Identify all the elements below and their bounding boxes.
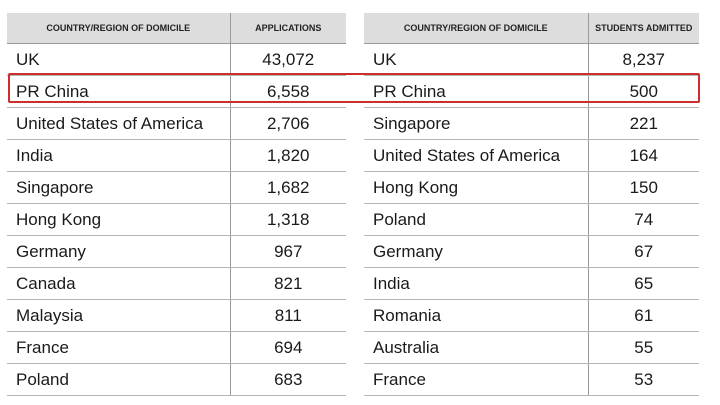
table-row: UK 43,072	[7, 43, 346, 76]
value-cell: 1,318	[230, 203, 346, 236]
value-cell: 150	[588, 171, 699, 204]
country-cell: Singapore	[364, 107, 589, 140]
header-country: COUNTRY/REGION OF DOMICILE	[364, 13, 589, 44]
country-cell: UK	[364, 43, 589, 76]
table-row: Germany 67	[364, 235, 699, 268]
value-cell: 55	[588, 331, 699, 364]
table-row: United States of America 164	[364, 139, 699, 172]
table-row: PR China 6,558	[7, 75, 346, 108]
value-cell: 1,820	[230, 139, 346, 172]
value-cell: 821	[230, 267, 346, 300]
table-row: Singapore 221	[364, 107, 699, 140]
country-cell: Hong Kong	[364, 171, 589, 204]
country-cell: Singapore	[7, 171, 231, 204]
table-row: Hong Kong 1,318	[7, 203, 346, 236]
value-cell: 500	[588, 75, 699, 108]
students-admitted-rows: UK 8,237 PR China 500 Singapore 221 United Sta…	[364, 43, 699, 396]
table-row: France 53	[364, 363, 699, 396]
table-row: Germany 967	[7, 235, 346, 268]
table-row: United States of America 2,706	[7, 107, 346, 140]
table-row: PR China 500	[364, 75, 699, 108]
value-cell: 61	[588, 299, 699, 332]
students-admitted-table: COUNTRY/REGION OF DOMICILE STUDENTS ADMI…	[364, 13, 699, 396]
table-row: Hong Kong 150	[364, 171, 699, 204]
applications-rows: UK 43,072 PR China 6,558 United States of Am…	[7, 43, 346, 396]
value-cell: 65	[588, 267, 699, 300]
country-cell: India	[364, 267, 589, 300]
table-row: UK 8,237	[364, 43, 699, 76]
country-cell: Canada	[7, 267, 231, 300]
value-cell: 221	[588, 107, 699, 140]
table-row: Poland 74	[364, 203, 699, 236]
table-row: Australia 55	[364, 331, 699, 364]
country-cell: Germany	[364, 235, 589, 268]
table-row: India 1,820	[7, 139, 346, 172]
value-cell: 967	[230, 235, 346, 268]
value-cell: 53	[588, 363, 699, 396]
country-cell: PR China	[364, 75, 589, 108]
table-row: Poland 683	[7, 363, 346, 396]
table-row: France 694	[7, 331, 346, 364]
header-row: COUNTRY/REGION OF DOMICILE STUDENTS ADMI…	[364, 13, 699, 44]
country-cell: Germany	[7, 235, 231, 268]
value-cell: 43,072	[230, 43, 346, 76]
value-cell: 1,682	[230, 171, 346, 204]
table-row: Romania 61	[364, 299, 699, 332]
country-cell: Hong Kong	[7, 203, 231, 236]
country-cell: Malaysia	[7, 299, 231, 332]
applications-table: COUNTRY/REGION OF DOMICILE APPLICATIONS …	[7, 13, 346, 396]
country-cell: UK	[7, 43, 231, 76]
header-row: COUNTRY/REGION OF DOMICILE APPLICATIONS	[7, 13, 346, 44]
country-cell: Poland	[364, 203, 589, 236]
value-cell: 8,237	[588, 43, 699, 76]
value-cell: 74	[588, 203, 699, 236]
country-cell: Australia	[364, 331, 589, 364]
header-country: COUNTRY/REGION OF DOMICILE	[7, 13, 231, 44]
value-cell: 164	[588, 139, 699, 172]
table-row: Malaysia 811	[7, 299, 346, 332]
value-cell: 811	[230, 299, 346, 332]
country-cell: Poland	[7, 363, 231, 396]
header-applications: APPLICATIONS	[230, 13, 346, 44]
country-cell: PR China	[7, 75, 231, 108]
country-cell: United States of America	[7, 107, 231, 140]
country-cell: France	[7, 331, 231, 364]
header-students-admitted: STUDENTS ADMITTED	[588, 13, 699, 44]
value-cell: 67	[588, 235, 699, 268]
value-cell: 683	[230, 363, 346, 396]
country-cell: United States of America	[364, 139, 589, 172]
value-cell: 694	[230, 331, 346, 364]
value-cell: 2,706	[230, 107, 346, 140]
table-row: Canada 821	[7, 267, 346, 300]
country-cell: France	[364, 363, 589, 396]
country-cell: India	[7, 139, 231, 172]
table-row: India 65	[364, 267, 699, 300]
country-cell: Romania	[364, 299, 589, 332]
value-cell: 6,558	[230, 75, 346, 108]
table-row: Singapore 1,682	[7, 171, 346, 204]
